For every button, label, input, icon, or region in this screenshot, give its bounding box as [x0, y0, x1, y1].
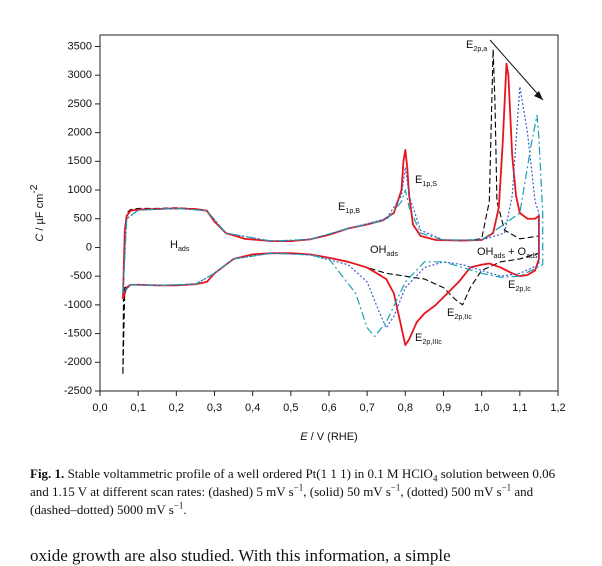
caption: Fig. 1. Stable voltammetric profile of a… — [30, 465, 575, 519]
x-tick-label: 0,5 — [283, 402, 298, 414]
caption-run: 4 — [432, 473, 438, 484]
x-tick-label: 1,0 — [474, 402, 489, 414]
caption-label: Fig. 1. — [30, 466, 65, 481]
y-tick-label: -1500 — [64, 327, 92, 339]
x-tick-label: 0,0 — [92, 402, 107, 414]
x-tick-label: 0,8 — [398, 402, 413, 414]
caption-run: −1 — [501, 482, 512, 493]
x-tick-label: 0,3 — [207, 402, 222, 414]
annotation: E2p,a — [466, 39, 487, 53]
text-run: E — [447, 307, 454, 319]
x-tick-label: 1,2 — [550, 402, 565, 414]
x-tick-label: 0,2 — [169, 402, 184, 414]
arrow-head — [534, 91, 543, 100]
text-run: H — [170, 239, 178, 251]
x-tick-label: 0,4 — [245, 402, 260, 414]
caption-run: , (solid) 50 mV s — [303, 484, 391, 499]
caption-run: −1 — [293, 482, 304, 493]
x-tick-label: 0,1 — [131, 402, 146, 414]
y-tick-label: 1000 — [68, 184, 92, 196]
y-tick-label: 1500 — [68, 155, 92, 167]
text-run: ads — [494, 252, 506, 260]
text-run: ads — [526, 252, 538, 260]
chart: -2500 -2000 -1500 -1000 -500 0 500 1000 1500 2000… — [29, 34, 566, 443]
y-tick-label: 0 — [86, 241, 92, 253]
text-run: ads — [178, 245, 190, 253]
text-run: OH — [370, 244, 387, 256]
annotation: OHads — [370, 244, 398, 258]
annotation: OHads + Oads — [477, 246, 538, 260]
text-run: / µF cm — [34, 194, 46, 234]
text-run: C — [34, 234, 46, 242]
x-axis-label: E / V (RHE) — [300, 431, 357, 443]
y-tick-label: -500 — [70, 270, 92, 282]
text-run: + O — [505, 246, 527, 258]
text-run: E — [415, 174, 422, 186]
y-tick-label: -1000 — [64, 299, 92, 311]
text-run: 2p,Ic — [515, 285, 531, 293]
text-run: OH — [477, 246, 494, 258]
text-run: E — [466, 39, 473, 51]
caption-run: solution between 0.06 and 1.15 V at diff… — [30, 466, 556, 499]
text-run: E — [415, 332, 422, 344]
text-run: 1p,S — [422, 180, 437, 188]
x-tick-label: 0,6 — [321, 402, 336, 414]
body-text: oxide growth are also studied. With this… — [30, 546, 451, 565]
text-run: ads — [387, 250, 399, 258]
series-line — [122, 114, 544, 338]
text-run: E — [508, 279, 515, 291]
y-tick-label: 500 — [74, 213, 92, 225]
annotation: E2p,Ic — [508, 279, 531, 293]
y-axis-label: C / µF cm-2 — [29, 184, 46, 241]
x-tick-label: 0,7 — [360, 402, 375, 414]
text-run: 2p,IIIc — [422, 338, 442, 346]
annotation: E1p,S — [415, 174, 437, 188]
x-tick-label: 0,9 — [436, 402, 451, 414]
text-run: 2p,IIc — [454, 313, 472, 321]
plot-frame — [99, 34, 559, 392]
text-run: -2 — [29, 184, 40, 193]
y-tick-label: 3000 — [68, 69, 92, 81]
annotation: E1p,B — [338, 201, 360, 215]
series-line — [122, 86, 540, 329]
annotation: E2p,IIc — [447, 307, 472, 321]
text-run: 2p,a — [473, 45, 487, 53]
text-run: 1p,B — [345, 207, 360, 215]
y-tick-label: 2000 — [68, 127, 92, 139]
annotation: E2p,IIIc — [415, 332, 442, 346]
text-run: E — [338, 201, 345, 213]
caption-run: Stable voltammetric profile of a well or… — [64, 466, 433, 481]
y-tick-label: -2000 — [64, 356, 92, 368]
caption-run: , (dotted) 500 mV s — [400, 484, 502, 499]
annotation: Hads — [170, 239, 190, 253]
y-tick-label: 2500 — [68, 98, 92, 110]
series-line — [122, 62, 540, 346]
text-run: / V (RHE) — [308, 431, 358, 443]
arrow — [489, 39, 544, 101]
series-line — [122, 48, 540, 374]
caption-run: −1 — [390, 482, 401, 493]
caption-run: and (dashed–dotted) 5000 mV s — [30, 484, 534, 517]
y-tick-label: -2500 — [64, 385, 92, 397]
caption-run: . — [183, 502, 187, 517]
caption-run: −1 — [173, 500, 184, 511]
y-tick-label: 3500 — [68, 40, 92, 52]
x-tick-label: 1,1 — [512, 402, 527, 414]
text-run: E — [300, 431, 308, 443]
